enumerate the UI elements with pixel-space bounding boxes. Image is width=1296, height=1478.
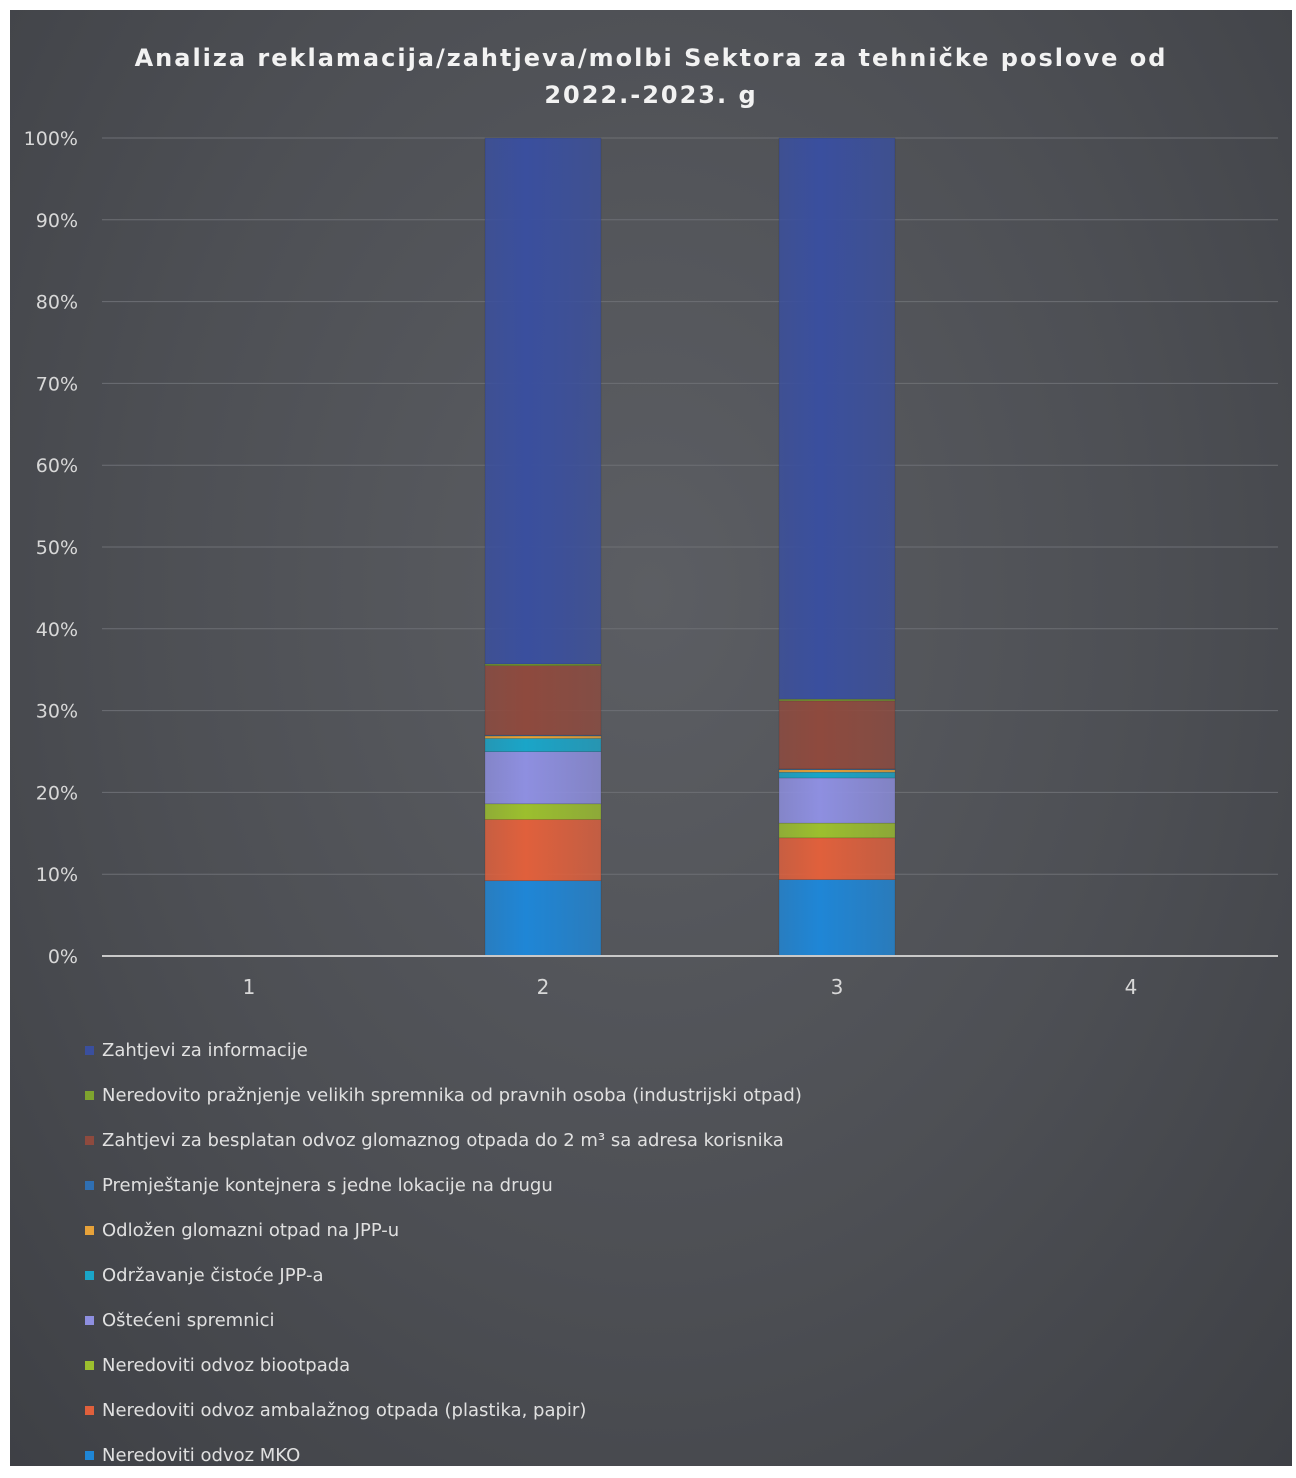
legend-label: Održavanje čistoće JPP-a (102, 1265, 324, 1286)
legend-item: Odložen glomazni otpad na JPP-u (85, 1208, 802, 1253)
chart-title: Analiza reklamacija/zahtjeva/molbi Sekto… (10, 40, 1292, 114)
legend-swatch (85, 1271, 94, 1280)
bar-segment (484, 735, 602, 739)
legend-label: Premještanje kontejnera s jedne lokacije… (102, 1175, 553, 1196)
legend-item: Premještanje kontejnera s jedne lokacije… (85, 1163, 802, 1208)
gridlines (102, 137, 1278, 875)
legend-label: Neredovito pražnjenje velikih spremnika … (102, 1085, 802, 1106)
legend-label: Neredoviti odvoz biootpada (102, 1355, 351, 1376)
legend-swatch (85, 1181, 94, 1190)
legend-item: Neredovito pražnjenje velikih spremnika … (85, 1073, 802, 1118)
legend-label: Zahtjevi za besplatan odvoz glomaznog ot… (102, 1130, 784, 1151)
bar-segment (484, 751, 602, 805)
legend-label: Odložen glomazni otpad na JPP-u (102, 1220, 400, 1241)
legend-swatch (85, 1361, 94, 1370)
bars (484, 137, 896, 957)
legend-swatch (85, 1046, 94, 1055)
bar-segment (484, 880, 602, 957)
legend: Zahtjevi za informacije Neredovito pražnj… (85, 1028, 802, 1478)
plot-area: 0% 10% 20% 30% 40% 50% 60% 70% 80% 90% 100% 1 2 3 4 (24, 128, 1278, 999)
legend-item: Neredoviti odvoz MKO (85, 1433, 802, 1478)
x-tick-label: 4 (1125, 975, 1138, 999)
legend-swatch (85, 1226, 94, 1235)
bar-segment (778, 769, 896, 773)
bar-segment (778, 879, 896, 957)
bar-segment (778, 771, 896, 779)
legend-item: Oštećeni spremnici (85, 1298, 802, 1343)
legend-item: Neredoviti odvoz ambalažnog otpada (plas… (85, 1388, 802, 1433)
chart-title-line-2: 2022.-2023. g (544, 81, 758, 109)
legend-label: Neredoviti odvoz MKO (102, 1445, 301, 1466)
legend-item: Zahtjevi za besplatan odvoz glomaznog ot… (85, 1118, 802, 1163)
y-tick-label: 70% (36, 373, 78, 395)
y-tick-label: 30% (36, 701, 78, 723)
x-axis-ticks: 1 2 3 4 (243, 975, 1138, 999)
legend-label: Oštećeni spremnici (102, 1310, 275, 1331)
x-tick-label: 2 (537, 975, 550, 999)
y-tick-label: 80% (36, 292, 78, 314)
chart-title-line-1: Analiza reklamacija/zahtjeva/molbi Sekto… (134, 44, 1168, 72)
legend-label: Zahtjevi za informacije (102, 1040, 308, 1061)
bar-segment (778, 837, 896, 880)
y-tick-label: 10% (36, 864, 78, 886)
legend-item: Neredoviti odvoz biootpada (85, 1343, 802, 1388)
y-tick-label: 60% (36, 455, 78, 477)
y-tick-label: 0% (48, 946, 78, 968)
legend-swatch (85, 1316, 94, 1325)
legend-item: Zahtjevi za informacije (85, 1028, 802, 1073)
legend-swatch (85, 1451, 94, 1460)
chart-frame: Analiza reklamacija/zahtjeva/molbi Sekto… (10, 10, 1292, 1466)
x-tick-label: 3 (831, 975, 844, 999)
y-tick-label: 90% (36, 210, 78, 232)
legend-swatch (85, 1091, 94, 1100)
bar-segment (778, 822, 896, 839)
legend-label: Neredoviti odvoz ambalažnog otpada (plas… (102, 1400, 587, 1421)
legend-item: Održavanje čistoće JPP-a (85, 1253, 802, 1298)
y-tick-label: 40% (36, 619, 78, 641)
bar-segment (484, 819, 602, 882)
bar-segment (778, 700, 896, 770)
y-tick-label: 20% (36, 782, 78, 804)
bar-segment (484, 803, 602, 820)
legend-swatch (85, 1406, 94, 1415)
x-tick-label: 1 (243, 975, 256, 999)
legend-swatch (85, 1136, 94, 1145)
bar-segment (484, 738, 602, 753)
bar-segment (484, 137, 602, 665)
bar-segment (778, 137, 896, 700)
y-tick-label: 50% (36, 537, 78, 559)
bar-segment (484, 665, 602, 736)
y-axis-ticks: 0% 10% 20% 30% 40% 50% 60% 70% 80% 90% 100% (24, 128, 78, 968)
y-tick-label: 100% (24, 128, 78, 150)
bar-segment (778, 777, 896, 824)
